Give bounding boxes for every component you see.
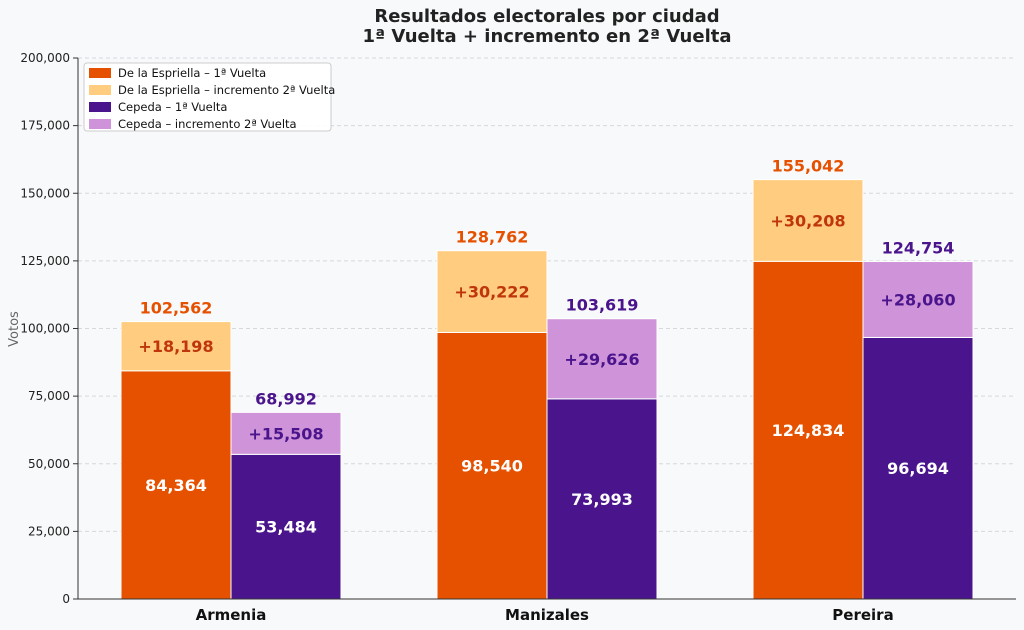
total-label: 102,562 [140,299,213,318]
legend-swatch [89,85,111,95]
y-tick-label: 200,000 [20,51,70,65]
bar-value-label: 124,834 [772,421,845,440]
increment-label: +30,222 [454,283,529,302]
legend-entry: De la Espriella – 1ª Vuelta [118,66,266,80]
bar-espriella-first-round [752,260,864,600]
increment-label: +29,626 [564,350,639,369]
y-tick-label: 0 [62,592,70,606]
total-label: 128,762 [456,228,529,247]
bar-espriella-first-round [436,331,548,600]
total-label: 103,619 [566,296,639,315]
y-tick-label: 100,000 [20,322,70,336]
legend-entry: Cepeda – incremento 2ª Vuelta [118,117,297,131]
legend-swatch [89,102,111,112]
bar-espriella-increment [752,179,864,262]
bar-value-label: 96,694 [887,459,949,478]
x-tick-label: Manizales [505,606,589,624]
legend-swatch [89,119,111,129]
increment-label: +30,208 [770,211,845,230]
bar-value-label: 84,364 [145,476,207,495]
increment-label: +28,060 [880,290,955,309]
total-label: 68,992 [255,389,317,408]
bar-cepeda-first-round [862,336,974,600]
legend: De la Espriella – 1ª Vuelta De la Espriel… [83,62,335,132]
legend-swatch [89,68,111,78]
y-tick-label: 150,000 [20,186,70,200]
bar-espriella-increment [120,321,232,372]
bar-value-label: 98,540 [461,457,523,476]
y-tick-label: 75,000 [28,389,70,403]
legend-box [83,62,332,132]
bars [120,179,974,600]
increment-label: +18,198 [138,337,213,356]
bar-cepeda-increment [862,261,974,338]
bar-cepeda-increment [546,318,658,400]
chart-subtitle: 1ª Vuelta + incremento en 2ª Vuelta [362,26,731,47]
chart-title: Resultados electorales por ciudad [374,6,719,27]
y-tick-label: 125,000 [20,254,70,268]
y-axis-label: Votos [7,311,22,347]
data-labels: 84,364 +18,198 102,562 53,484 +15,508 68,992 9… [138,157,955,537]
legend-entry: De la Espriella – incremento 2ª Vuelta [118,83,335,97]
increment-label: +15,508 [248,424,323,443]
bar-cepeda-increment [230,411,342,455]
bar-value-label: 73,993 [571,490,633,509]
y-tick-label: 25,000 [28,524,70,538]
total-label: 124,754 [882,239,955,258]
y-tick-label: 175,000 [20,119,70,133]
bar-cepeda-first-round [230,453,342,600]
bar-espriella-increment [436,250,548,333]
bar-cepeda-first-round [546,398,658,600]
legend-entry: Cepeda – 1ª Vuelta [118,100,227,114]
y-tick-label: 50,000 [28,457,70,471]
x-tick-label: Pereira [832,606,893,624]
x-tick-label: Armenia [196,606,267,624]
bar-value-label: 53,484 [255,518,317,537]
axes: 0 25,000 50,000 75,000 100,000 125,000 150,000… [20,51,1016,624]
total-label: 155,042 [772,157,845,176]
